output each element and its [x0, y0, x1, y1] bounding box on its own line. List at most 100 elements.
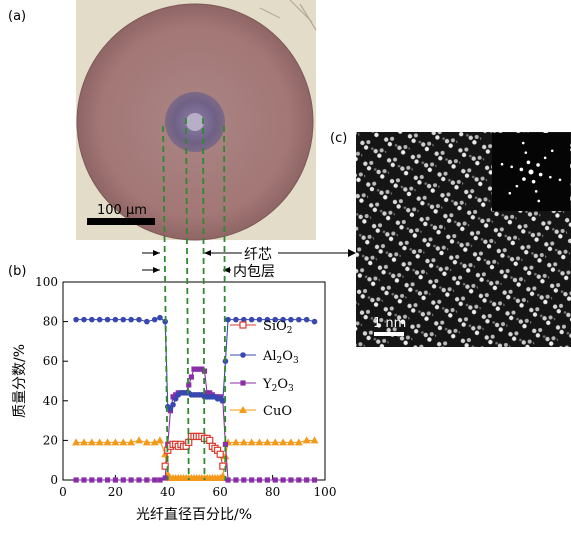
core-pointer-arrowhead — [348, 249, 356, 257]
y-tick-label: 100 — [35, 275, 58, 289]
diffraction-spot — [510, 166, 513, 169]
data-point-Y2O3 — [129, 477, 134, 482]
data-point-Y2O3 — [97, 477, 102, 482]
y-tick-label: 60 — [43, 354, 58, 368]
diffraction-spot — [559, 178, 562, 181]
diffraction-spot — [522, 142, 525, 145]
x-axis-label: 光纤直径百分比/% — [136, 506, 252, 523]
scale-bar-a-label: 100 µm — [97, 203, 147, 218]
x-tick-label: 0 — [59, 485, 67, 499]
data-point-Y2O3 — [265, 477, 270, 482]
scale-bar-c-label: 1 nm — [373, 316, 406, 331]
data-point-Al2O3 — [113, 317, 119, 323]
x-tick-label: 80 — [265, 485, 280, 499]
data-point-Y2O3 — [312, 477, 317, 482]
panel-label-c: (c) — [330, 131, 347, 146]
y-axis-label: 质量分数/% — [12, 344, 28, 418]
scale-bar-c — [374, 332, 404, 336]
diffraction-spot — [536, 163, 540, 167]
panel-label-b: (b) — [8, 264, 26, 279]
diffraction-spot — [549, 176, 552, 179]
panel-label-a: (a) — [8, 9, 26, 24]
diffraction-spot — [539, 173, 543, 177]
annotation-arrowhead — [153, 250, 160, 256]
diffraction-spot — [535, 190, 538, 193]
data-point-Y2O3 — [89, 477, 94, 482]
data-point-Al2O3 — [157, 315, 163, 321]
data-point-Al2O3 — [73, 317, 79, 323]
data-point-Al2O3 — [312, 319, 318, 325]
data-point-Al2O3 — [152, 317, 158, 323]
data-point-Y2O3 — [144, 477, 149, 482]
data-point-Al2O3 — [288, 317, 294, 323]
annotation-arrowhead — [204, 250, 211, 256]
diffraction-spot — [544, 157, 547, 160]
data-point-Y2O3 — [296, 477, 301, 482]
legend-label-CuO: CuO — [263, 404, 292, 419]
diffraction-spot — [551, 149, 554, 152]
data-point-Y2O3 — [280, 477, 285, 482]
y-tick-label: 80 — [43, 315, 58, 329]
data-point-Y2O3 — [249, 477, 254, 482]
data-point-Y2O3 — [233, 477, 238, 482]
data-point-SiO2 — [217, 451, 223, 457]
data-point-Al2O3 — [296, 317, 302, 323]
panel-c: 1 nm — [356, 132, 571, 347]
data-point-Al2O3 — [233, 317, 239, 323]
data-point-Al2O3 — [249, 317, 255, 323]
data-point-Al2O3 — [304, 317, 310, 323]
data-point-Al2O3 — [257, 317, 263, 323]
data-point-Al2O3 — [120, 317, 126, 323]
data-point-Y2O3 — [74, 477, 79, 482]
data-point-Al2O3 — [128, 317, 134, 323]
data-point-Al2O3 — [89, 317, 95, 323]
scale-bar-a — [87, 218, 155, 225]
legend-marker-Al2O3 — [240, 352, 246, 358]
data-point-Al2O3 — [97, 317, 103, 323]
data-point-Y2O3 — [304, 477, 309, 482]
x-tick-label: 60 — [213, 485, 228, 499]
diffraction-spot — [522, 177, 526, 181]
data-point-Y2O3 — [121, 477, 126, 482]
data-point-Y2O3 — [157, 477, 162, 482]
annotation-arrowhead — [153, 267, 160, 273]
inner-cladding-label: 内包层 — [233, 264, 275, 280]
data-point-Al2O3 — [81, 317, 87, 323]
panel-a: 100 µm — [76, 0, 316, 240]
data-point-Y2O3 — [113, 477, 118, 482]
diffraction-spot — [537, 200, 540, 203]
core-label: 纤芯 — [244, 247, 272, 263]
data-point-Y2O3 — [273, 477, 278, 482]
y-tick-label: 40 — [43, 394, 58, 408]
fiber-core — [186, 113, 204, 131]
data-point-Y2O3 — [81, 477, 86, 482]
data-point-Al2O3 — [170, 402, 176, 408]
data-point-Al2O3 — [144, 319, 150, 325]
diffraction-spot — [508, 192, 511, 195]
legend-marker-SiO2 — [240, 322, 246, 328]
region-annotations: 纤芯 内包层 — [142, 247, 356, 280]
data-point-Y2O3 — [241, 477, 246, 482]
diffraction-spot — [525, 151, 528, 154]
diffraction-spot — [501, 163, 504, 166]
data-point-Y2O3 — [288, 477, 293, 482]
y-tick-label: 20 — [43, 433, 58, 447]
data-point-Al2O3 — [225, 317, 231, 323]
x-tick-label: 40 — [160, 485, 175, 499]
diffraction-spot — [532, 180, 536, 184]
diffraction-center-spot — [529, 170, 534, 175]
data-point-Y2O3 — [189, 374, 194, 379]
data-point-Al2O3 — [105, 317, 111, 323]
diffraction-spot — [516, 185, 519, 188]
data-point-Y2O3 — [152, 477, 157, 482]
y-tick-label: 0 — [50, 473, 58, 487]
diffraction-spot — [527, 161, 531, 165]
diffraction-spot — [520, 168, 524, 172]
data-point-Y2O3 — [105, 477, 110, 482]
data-point-SiO2 — [207, 437, 213, 443]
x-tick-label: 100 — [314, 485, 337, 499]
x-tick-label: 20 — [108, 485, 123, 499]
data-point-Al2O3 — [136, 317, 142, 323]
data-point-Y2O3 — [136, 477, 141, 482]
